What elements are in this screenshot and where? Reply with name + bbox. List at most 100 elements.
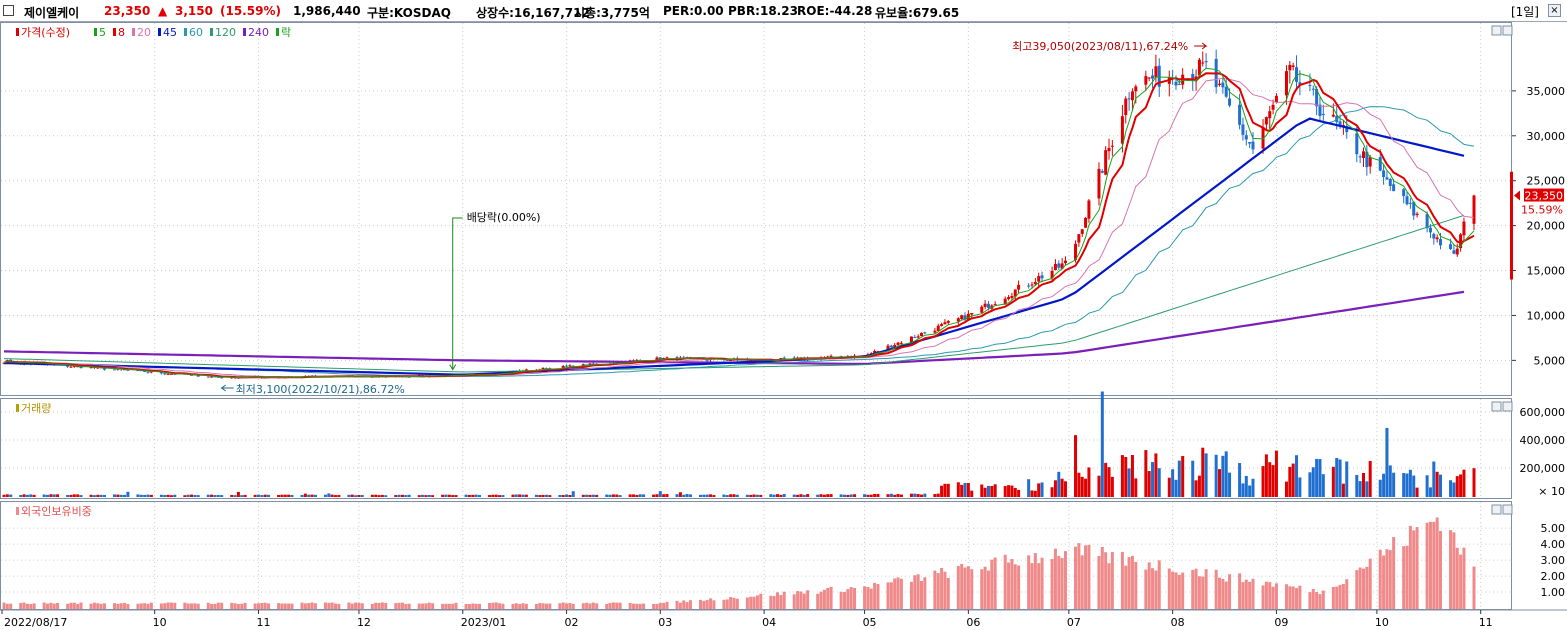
foreign-ratio-bar bbox=[618, 602, 622, 609]
volume-bar bbox=[1197, 475, 1201, 497]
legend-swatch bbox=[243, 28, 246, 36]
foreign-ratio-bar bbox=[277, 603, 281, 609]
foreign-ratio-bar bbox=[1472, 566, 1476, 609]
foreign-ratio-bar bbox=[1151, 568, 1155, 609]
foreign-ratio-bar bbox=[752, 596, 756, 609]
foreign-ratio-bar bbox=[615, 602, 619, 609]
legend-item-4: 45 bbox=[163, 26, 177, 39]
volume-bar bbox=[1341, 483, 1345, 497]
volume-bar bbox=[863, 494, 867, 497]
panel-close-icon[interactable] bbox=[1502, 504, 1513, 515]
volume-bar bbox=[1415, 487, 1419, 497]
volume-bar bbox=[698, 494, 702, 497]
foreign-ratio-bar bbox=[501, 603, 505, 609]
close-icon[interactable]: × bbox=[1548, 4, 1561, 17]
foreign-ratio-bar bbox=[792, 594, 796, 609]
volume-bar bbox=[799, 494, 803, 497]
foreign-ratio-bar bbox=[1197, 576, 1201, 609]
volume-bar bbox=[665, 494, 669, 497]
foreign-ratio-bar bbox=[498, 603, 502, 609]
ma5-line bbox=[3, 67, 1475, 379]
volume-bar bbox=[1077, 472, 1081, 497]
foreign-ratio-bar bbox=[190, 603, 194, 609]
stock-name[interactable]: 제이엘케이 bbox=[24, 6, 80, 20]
foreign-ratio-bar bbox=[1244, 579, 1248, 609]
price-candle bbox=[1077, 234, 1081, 243]
foreign-ratio-bar bbox=[702, 600, 706, 609]
foreign-ratio-bar bbox=[1218, 577, 1222, 609]
price-candle bbox=[725, 359, 729, 361]
panel-minimize-icon[interactable] bbox=[1491, 504, 1502, 515]
price-candle bbox=[1097, 168, 1101, 199]
volume-bar bbox=[1050, 487, 1054, 497]
foreign-ratio-bar bbox=[725, 599, 729, 609]
foreign-ratio-bar bbox=[397, 602, 401, 609]
foreign-ratio-bar bbox=[1284, 584, 1288, 609]
volume-bar bbox=[196, 495, 200, 497]
price-candle bbox=[980, 306, 984, 313]
foreign-ratio-bar bbox=[876, 584, 880, 609]
foreign-ratio-bar bbox=[1345, 579, 1349, 609]
volume-bar bbox=[1425, 475, 1429, 497]
foreign-ratio-bar bbox=[658, 602, 662, 609]
volume-bar bbox=[1241, 483, 1245, 497]
volume-bar bbox=[755, 494, 759, 497]
foreign-ratio-bar bbox=[243, 602, 247, 609]
foreign-ratio-bar bbox=[126, 604, 130, 609]
volume-bar bbox=[32, 494, 36, 497]
price-candle bbox=[1218, 83, 1222, 85]
volume-bar bbox=[464, 494, 468, 497]
stock-chart[interactable]: 35,000 30,000 25,000 20,000 15,000 10,000 5,00… bbox=[0, 22, 1567, 630]
foreign-ratio-bar bbox=[558, 603, 562, 609]
volume-bar bbox=[310, 494, 314, 497]
foreign-ratio-bar bbox=[1060, 558, 1064, 609]
period-selector[interactable]: [1일] bbox=[1510, 5, 1539, 19]
foreign-ratio-bar bbox=[236, 603, 240, 609]
volume-bar bbox=[488, 495, 492, 497]
volume-bar bbox=[960, 484, 964, 497]
panel-close-icon[interactable] bbox=[1502, 401, 1513, 412]
foreign-ratio-bar bbox=[186, 603, 190, 609]
volume-bar bbox=[1147, 471, 1151, 497]
legend-swatch bbox=[276, 28, 279, 36]
volume-bar bbox=[1361, 472, 1365, 497]
volume-bar bbox=[1284, 481, 1288, 497]
price-candle bbox=[1355, 133, 1359, 155]
volume-bar bbox=[1040, 482, 1044, 497]
volume-bar bbox=[916, 494, 920, 497]
price-candle bbox=[585, 364, 589, 366]
foreign-ratio-bar bbox=[1087, 544, 1091, 609]
foreign-ratio-bar bbox=[1221, 578, 1225, 609]
price-candle bbox=[909, 336, 913, 344]
volume-bar bbox=[287, 494, 291, 497]
volume-bar bbox=[956, 482, 960, 497]
volume-bar bbox=[1110, 476, 1114, 497]
price-candle bbox=[923, 332, 927, 334]
foreign-ratio-bar bbox=[1331, 586, 1335, 609]
select-checkbox[interactable] bbox=[3, 5, 14, 16]
price-candle bbox=[1147, 77, 1151, 79]
price-candle bbox=[561, 365, 565, 369]
panel-minimize-icon[interactable] bbox=[1491, 25, 1502, 36]
price-candle bbox=[655, 357, 659, 361]
volume-bar bbox=[126, 491, 130, 497]
panel-close-icon[interactable] bbox=[1502, 25, 1513, 36]
foreign-ratio-bar bbox=[966, 566, 970, 609]
foreign-ratio-bar bbox=[1097, 556, 1101, 609]
volume-bar bbox=[1412, 475, 1416, 497]
foreign-ratio-bar bbox=[183, 602, 187, 609]
price-candle bbox=[1104, 150, 1108, 175]
low-arrow-icon bbox=[220, 384, 234, 392]
foreign-ratio-bar bbox=[568, 603, 572, 609]
panel-minimize-icon[interactable] bbox=[1491, 401, 1502, 412]
price-candle bbox=[1003, 298, 1007, 305]
price-candle bbox=[1388, 179, 1392, 187]
volume-bar bbox=[447, 494, 451, 497]
foreign-ratio-bar bbox=[99, 603, 103, 609]
price-candle bbox=[792, 357, 796, 359]
price-change-pct: (15.59%) bbox=[220, 4, 281, 18]
current-price: 23,350 bbox=[104, 4, 151, 18]
volume-bar bbox=[159, 494, 163, 497]
foreign-ratio-bar bbox=[303, 603, 307, 609]
price-candle bbox=[1201, 62, 1205, 64]
